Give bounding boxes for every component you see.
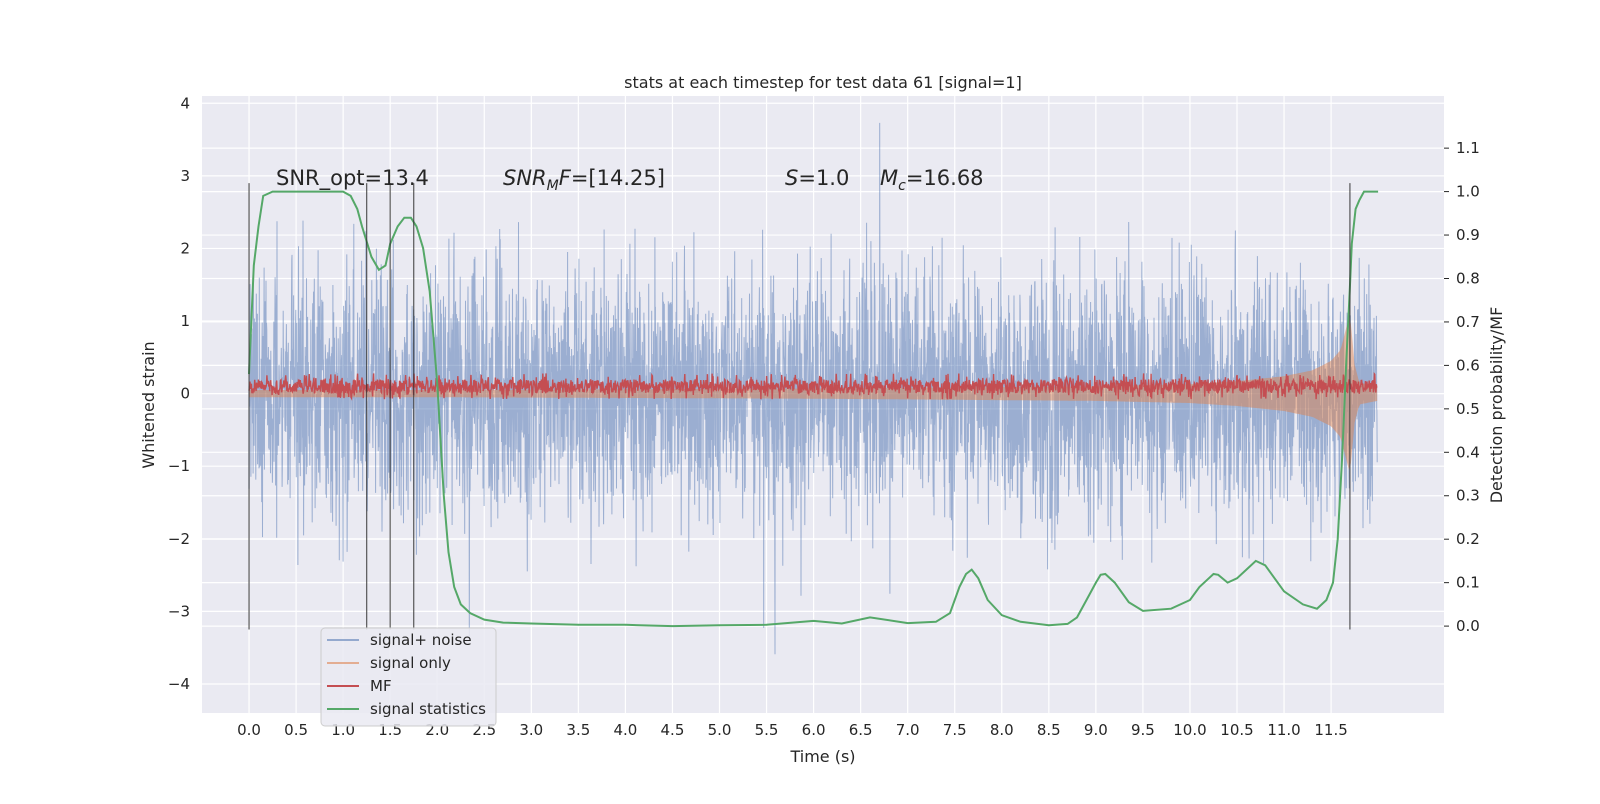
x-tick-label: 0.0 [237,721,261,739]
x-tick-label: 5.0 [708,721,732,739]
chart-title: stats at each timestep for test data 61 … [624,73,1022,92]
x-tick-label: 8.5 [1037,721,1061,739]
y-tick-label: 3 [180,167,190,185]
y2-tick-label: 0.1 [1456,574,1480,592]
y2-tick-label: 0.5 [1456,400,1480,418]
x-tick-label: 6.5 [849,721,873,739]
x-tick-label: 9.0 [1084,721,1108,739]
y2-tick-label: 0.8 [1456,269,1480,287]
x-tick-label: 7.0 [896,721,920,739]
x-tick-label: 10.0 [1173,721,1206,739]
series-signal-only [249,317,1378,470]
y-tick-label: 2 [180,239,190,257]
annotations: SNR_opt=13.4 SNRMF=[14.25] S=1.0 Mc=16.6… [276,166,984,194]
y-tick-label: −2 [168,530,190,548]
y2-tick-label: 0.6 [1456,356,1480,374]
annotation-snr-mf-mid: F [559,166,572,190]
annotation-snr-mf: SNRMF=[14.25] [503,166,665,194]
x-tick-label: 8.0 [990,721,1014,739]
legend-label-signal-statistics: signal statistics [370,700,486,718]
annotation-s-value: =1.0 [798,166,849,190]
x-tick-label: 3.5 [566,721,590,739]
legend: signal+ noise signal only MF signal stat… [320,627,497,727]
y-tick-label: −3 [168,602,190,620]
annotation-snr-mf-sub: M [547,178,559,194]
y-tick-label: −1 [168,457,190,475]
legend-label-signal-noise: signal+ noise [370,631,472,649]
legend-label-signal-only: signal only [370,654,451,672]
y-axis-label: Whitened strain [139,341,158,468]
x-tick-label: 6.0 [802,721,826,739]
vline-layer [248,183,1351,630]
x-tick-label: 3.0 [519,721,543,739]
x-tick-label: 0.5 [284,721,308,739]
annotation-mc-value: =16.68 [906,166,984,190]
x-tick-label: 5.5 [755,721,779,739]
y2-tick-label: 0.2 [1456,530,1480,548]
y2-tick-label: 1.0 [1456,183,1480,201]
y-tick-label: −4 [168,675,190,693]
annotation-s-prefix: S [785,166,798,190]
annotation-snr-opt: SNR_opt=13.4 [276,166,429,191]
legend-label-mf: MF [370,677,392,695]
x-tick-label: 4.0 [613,721,637,739]
x-tick-label: 9.5 [1131,721,1155,739]
x-tick-label: 10.5 [1220,721,1253,739]
y-tick-label: 4 [180,94,190,112]
y2-axis-label: Detection probability/MF [1487,307,1506,504]
legend-box [320,627,497,727]
annotation-snr-mf-value: =[14.25] [571,166,665,190]
x-axis-label: Time (s) [789,747,855,766]
annotation-mc: Mc=16.68 [880,166,984,194]
y2-tick-label: 0.0 [1456,617,1480,635]
x-tick-label: 11.5 [1314,721,1347,739]
x-tick-label: 7.5 [943,721,967,739]
y2-tick-label: 0.4 [1456,443,1480,461]
y2-tick-label: 0.3 [1456,487,1480,505]
annotation-mc-prefix: M [880,166,898,190]
x-tick-label: 11.0 [1267,721,1300,739]
y-tick-label: 1 [180,312,190,330]
y-tick-label: 0 [180,385,190,403]
y2-tick-label: 1.1 [1456,139,1480,157]
y2-tick-label: 0.9 [1456,226,1480,244]
x-tick-label: 4.5 [661,721,685,739]
annotation-mc-sub: c [898,178,906,194]
y2-tick-label: 0.7 [1456,313,1480,331]
annotation-snr-mf-prefix: SNR [503,166,547,190]
annotation-s: S=1.0 [785,166,849,190]
